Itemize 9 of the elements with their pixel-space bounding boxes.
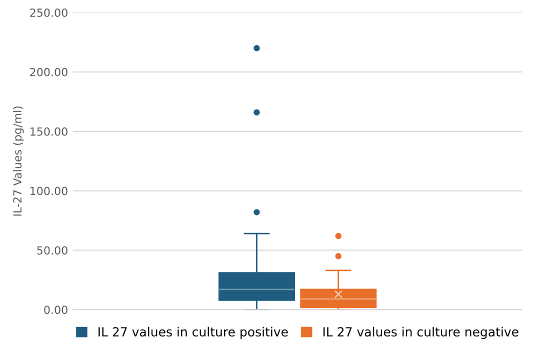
y-tick-label: 0.00 — [44, 306, 68, 314]
y-tick-label: 200.00 — [30, 68, 68, 76]
y-tick-label: 250.00 — [30, 8, 68, 17]
y-axis-title: IL-27 Values (pg/ml) — [12, 106, 24, 216]
y-tick-label: 100.00 — [30, 186, 68, 196]
legend-label: IL 27 values in culture positive — [98, 326, 288, 339]
legend-label: IL 27 values in culture negative — [323, 326, 518, 339]
y-tick-label: 50.00 — [37, 246, 68, 255]
y-tick-label: 150.00 — [30, 127, 68, 136]
